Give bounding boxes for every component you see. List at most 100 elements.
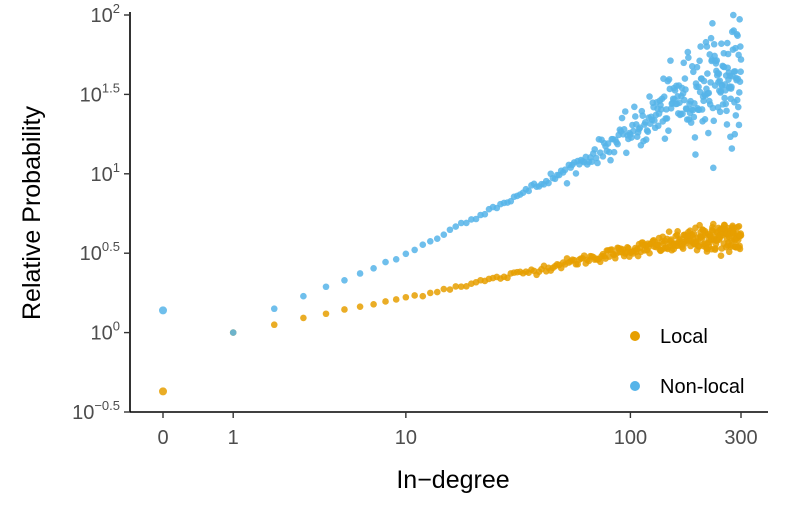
point-local [300, 314, 307, 322]
y-axis-title: Relative Probability [18, 106, 46, 320]
point-non-local [392, 255, 400, 263]
point-non-local [710, 117, 718, 125]
point-non-local [481, 210, 489, 218]
point-non-local [322, 283, 330, 291]
point-non-local [728, 145, 736, 152]
point-non-local [691, 134, 699, 141]
point-local [392, 296, 400, 303]
point-non-local [591, 146, 599, 153]
point-non-local [661, 135, 669, 142]
legend: Local Non-local [630, 326, 744, 398]
x-tick-label: 0 [157, 427, 168, 449]
point-non-local [681, 96, 688, 104]
point-local [665, 228, 673, 235]
point-non-local [610, 148, 618, 156]
legend-swatch-local [630, 331, 640, 341]
point-non-local [676, 99, 683, 106]
point-local [736, 245, 744, 253]
point-non-local [644, 128, 652, 135]
point-local [159, 387, 167, 396]
point-non-local [685, 54, 692, 61]
x-tick-label: 300 [724, 427, 757, 449]
point-non-local [709, 20, 716, 27]
y-tick-label: 101 [91, 160, 120, 186]
point-non-local [606, 148, 613, 156]
point-non-local [716, 108, 724, 116]
point-local [457, 283, 465, 290]
point-non-local [690, 113, 698, 121]
point-local [402, 293, 410, 301]
point-local [419, 292, 427, 300]
point-non-local [621, 108, 629, 115]
point-non-local [341, 277, 348, 284]
point-non-local [572, 170, 580, 177]
point-non-local [737, 68, 744, 75]
point-non-local [411, 246, 418, 254]
point-non-local [737, 56, 745, 63]
point-non-local [737, 43, 744, 50]
x-axis-ticks: 0 1 10 100 300 [157, 412, 758, 449]
point-local [717, 252, 725, 260]
point-non-local [592, 154, 600, 162]
point-local [370, 301, 377, 308]
point-non-local [472, 215, 480, 223]
point-non-local [680, 59, 688, 67]
point-non-local [687, 119, 695, 126]
point-non-local [736, 16, 743, 23]
point-non-local [724, 39, 731, 47]
point-local [322, 310, 330, 318]
point-local [710, 220, 717, 228]
point-non-local [734, 103, 742, 111]
point-non-local [692, 151, 699, 158]
point-non-local [700, 77, 708, 85]
point-non-local [426, 238, 434, 245]
point-local [356, 303, 364, 310]
point-non-local [419, 241, 427, 249]
point-local [341, 306, 348, 313]
point-local [433, 288, 441, 296]
x-tick-label: 1 [228, 427, 239, 449]
point-non-local [696, 57, 703, 65]
point-non-local [628, 134, 635, 141]
point-non-local [446, 226, 454, 234]
point-non-local [594, 159, 601, 167]
point-non-local [707, 34, 715, 42]
point-non-local [440, 231, 448, 239]
point-non-local [631, 103, 638, 111]
point-non-local [705, 129, 712, 137]
point-non-local [732, 112, 740, 119]
point-non-local [704, 70, 711, 77]
point-non-local [728, 83, 735, 91]
point-non-local [697, 43, 704, 50]
point-non-local [723, 107, 730, 115]
point-non-local [721, 94, 728, 102]
legend-label-non-local: Non-local [660, 376, 744, 398]
point-non-local [642, 119, 649, 126]
point-non-local [642, 136, 650, 143]
point-local [411, 292, 418, 299]
x-axis-title: In−degree [396, 466, 509, 494]
point-local [446, 286, 454, 293]
point-non-local [663, 115, 671, 122]
point-local [679, 245, 687, 252]
point-non-local [701, 116, 709, 123]
points-layer [159, 11, 745, 396]
point-local [463, 283, 470, 290]
point-non-local [684, 48, 692, 56]
y-tick-label: 102 [91, 1, 120, 27]
point-non-local [618, 114, 626, 122]
point-non-local [731, 130, 739, 138]
point-local [382, 298, 389, 305]
series-non-local [159, 11, 745, 336]
x-tick-label: 10 [395, 427, 417, 449]
point-non-local [724, 50, 732, 58]
point-non-local [525, 187, 532, 195]
point-non-local [463, 219, 470, 227]
point-non-local [620, 126, 628, 133]
point-non-local [651, 117, 658, 124]
point-non-local [370, 265, 377, 272]
point-local [646, 249, 653, 257]
point-non-local [563, 179, 571, 187]
point-non-local [639, 112, 646, 119]
point-local [596, 258, 604, 266]
